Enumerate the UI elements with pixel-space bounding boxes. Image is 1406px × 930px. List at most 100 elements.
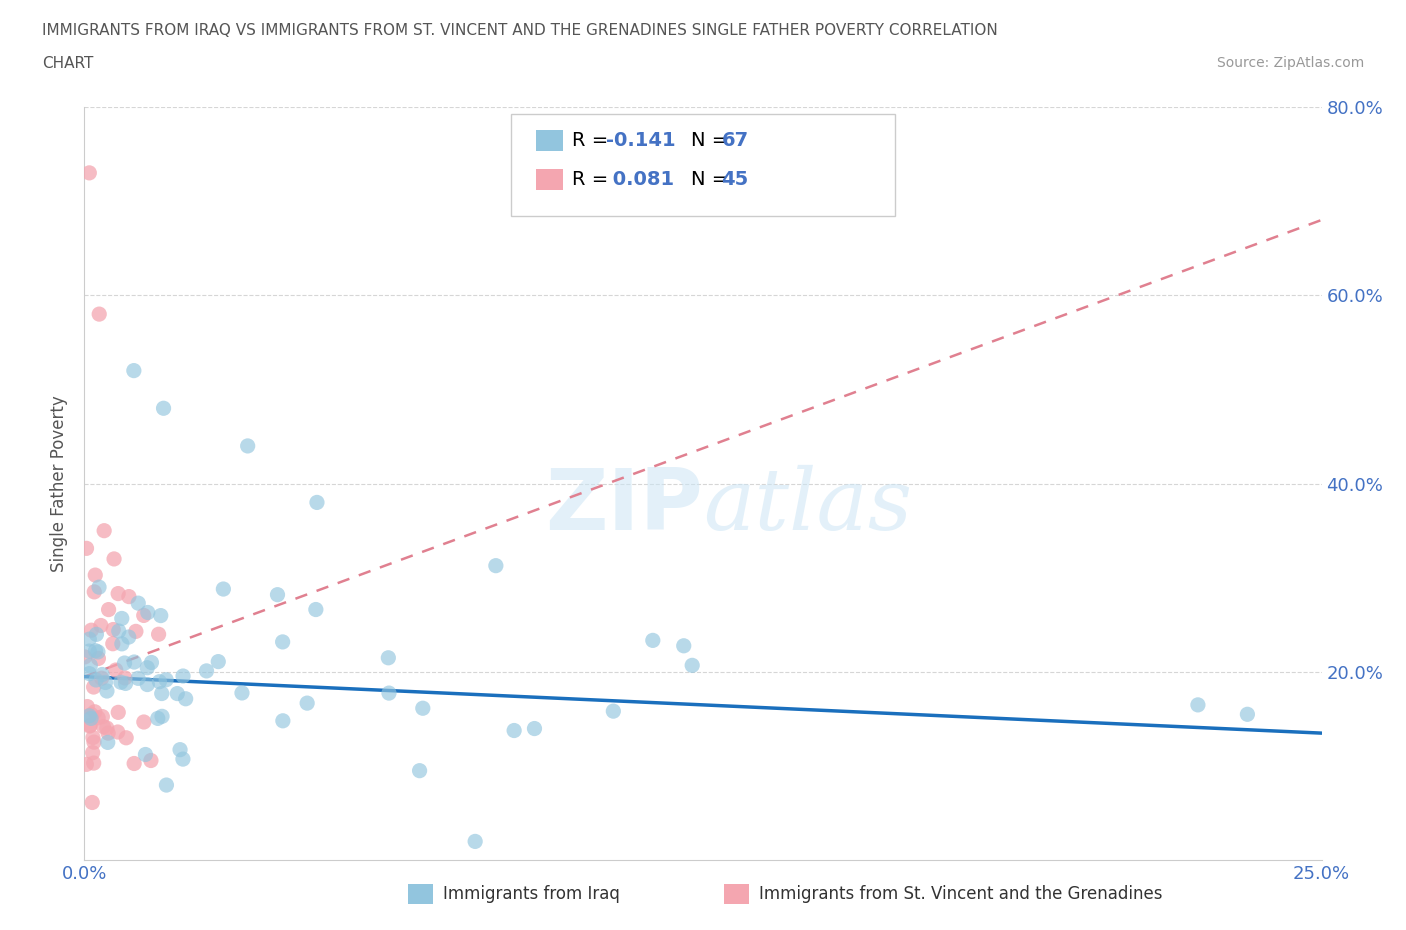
Point <box>1187 698 1209 712</box>
Point <box>266 587 288 602</box>
Point <box>503 724 526 738</box>
Point <box>672 638 695 653</box>
Point <box>80 623 103 638</box>
Point <box>87 579 110 594</box>
Point <box>408 764 430 778</box>
Point <box>172 751 194 766</box>
Point <box>91 710 114 724</box>
Point <box>79 644 101 658</box>
Text: 67: 67 <box>721 130 748 150</box>
Text: Source: ZipAtlas.com: Source: ZipAtlas.com <box>1216 56 1364 70</box>
Point <box>172 669 194 684</box>
Point <box>114 676 136 691</box>
Point <box>107 624 129 639</box>
Point <box>464 834 486 849</box>
Point <box>80 707 103 722</box>
Point <box>104 662 127 677</box>
Point <box>602 704 624 719</box>
Point <box>82 745 104 760</box>
Point <box>122 363 145 378</box>
Point <box>96 721 118 736</box>
Text: 0.081: 0.081 <box>606 170 675 189</box>
Point <box>111 636 134 651</box>
Point <box>134 747 156 762</box>
Text: N =: N = <box>690 170 734 189</box>
Bar <box>536 129 564 151</box>
Point <box>83 680 105 695</box>
Y-axis label: Single Father Poverty: Single Father Poverty <box>51 395 69 572</box>
Point <box>149 608 172 623</box>
Point <box>127 671 149 685</box>
Point <box>86 627 108 642</box>
Point <box>305 602 328 617</box>
Point <box>136 677 159 692</box>
Point <box>75 757 97 772</box>
Point <box>89 307 111 322</box>
Point <box>103 551 125 566</box>
Point <box>305 495 328 510</box>
Point <box>110 675 132 690</box>
Point <box>90 618 112 633</box>
Point <box>271 713 294 728</box>
Text: R =: R = <box>572 170 614 189</box>
Point <box>122 655 145 670</box>
Point <box>169 742 191 757</box>
Point <box>79 709 101 724</box>
Point <box>79 718 101 733</box>
Point <box>94 675 117 690</box>
Point <box>122 756 145 771</box>
Point <box>93 719 115 734</box>
Point <box>141 655 163 670</box>
Point <box>523 721 546 736</box>
Point <box>82 795 104 810</box>
Point <box>132 608 155 623</box>
Point <box>136 660 159 675</box>
Point <box>148 674 170 689</box>
Point <box>136 605 159 620</box>
Point <box>83 704 105 719</box>
Point <box>152 401 174 416</box>
Point <box>107 586 129 601</box>
Point <box>79 166 101 180</box>
Point <box>93 524 115 538</box>
Point <box>79 658 101 672</box>
Point <box>111 611 134 626</box>
Point <box>84 644 107 658</box>
Point <box>236 439 259 454</box>
Point <box>107 724 129 739</box>
Point <box>485 558 508 573</box>
Text: ZIP: ZIP <box>546 465 703 548</box>
Point <box>73 649 96 664</box>
Point <box>114 656 136 671</box>
Point <box>83 584 105 599</box>
Point <box>103 622 125 637</box>
Point <box>146 711 169 725</box>
Point <box>150 686 173 701</box>
Point <box>127 596 149 611</box>
Text: Immigrants from Iraq: Immigrants from Iraq <box>443 884 620 903</box>
Point <box>91 667 114 682</box>
Point <box>207 654 229 669</box>
Point <box>80 711 103 725</box>
Point <box>84 567 107 582</box>
Point <box>79 666 101 681</box>
Point <box>82 730 104 745</box>
Text: -0.141: -0.141 <box>606 130 676 150</box>
Point <box>132 714 155 729</box>
Point <box>378 685 401 700</box>
Point <box>148 627 170 642</box>
Point <box>641 633 664 648</box>
Point <box>79 631 101 646</box>
Point <box>118 590 141 604</box>
Point <box>174 691 197 706</box>
Point <box>76 699 98 714</box>
Point <box>412 701 434 716</box>
Point <box>76 541 98 556</box>
Point <box>90 671 112 685</box>
Point <box>118 630 141 644</box>
Bar <box>536 168 564 190</box>
Point <box>150 709 173 724</box>
Point <box>125 624 148 639</box>
Text: R =: R = <box>572 130 614 150</box>
Point <box>96 684 118 698</box>
